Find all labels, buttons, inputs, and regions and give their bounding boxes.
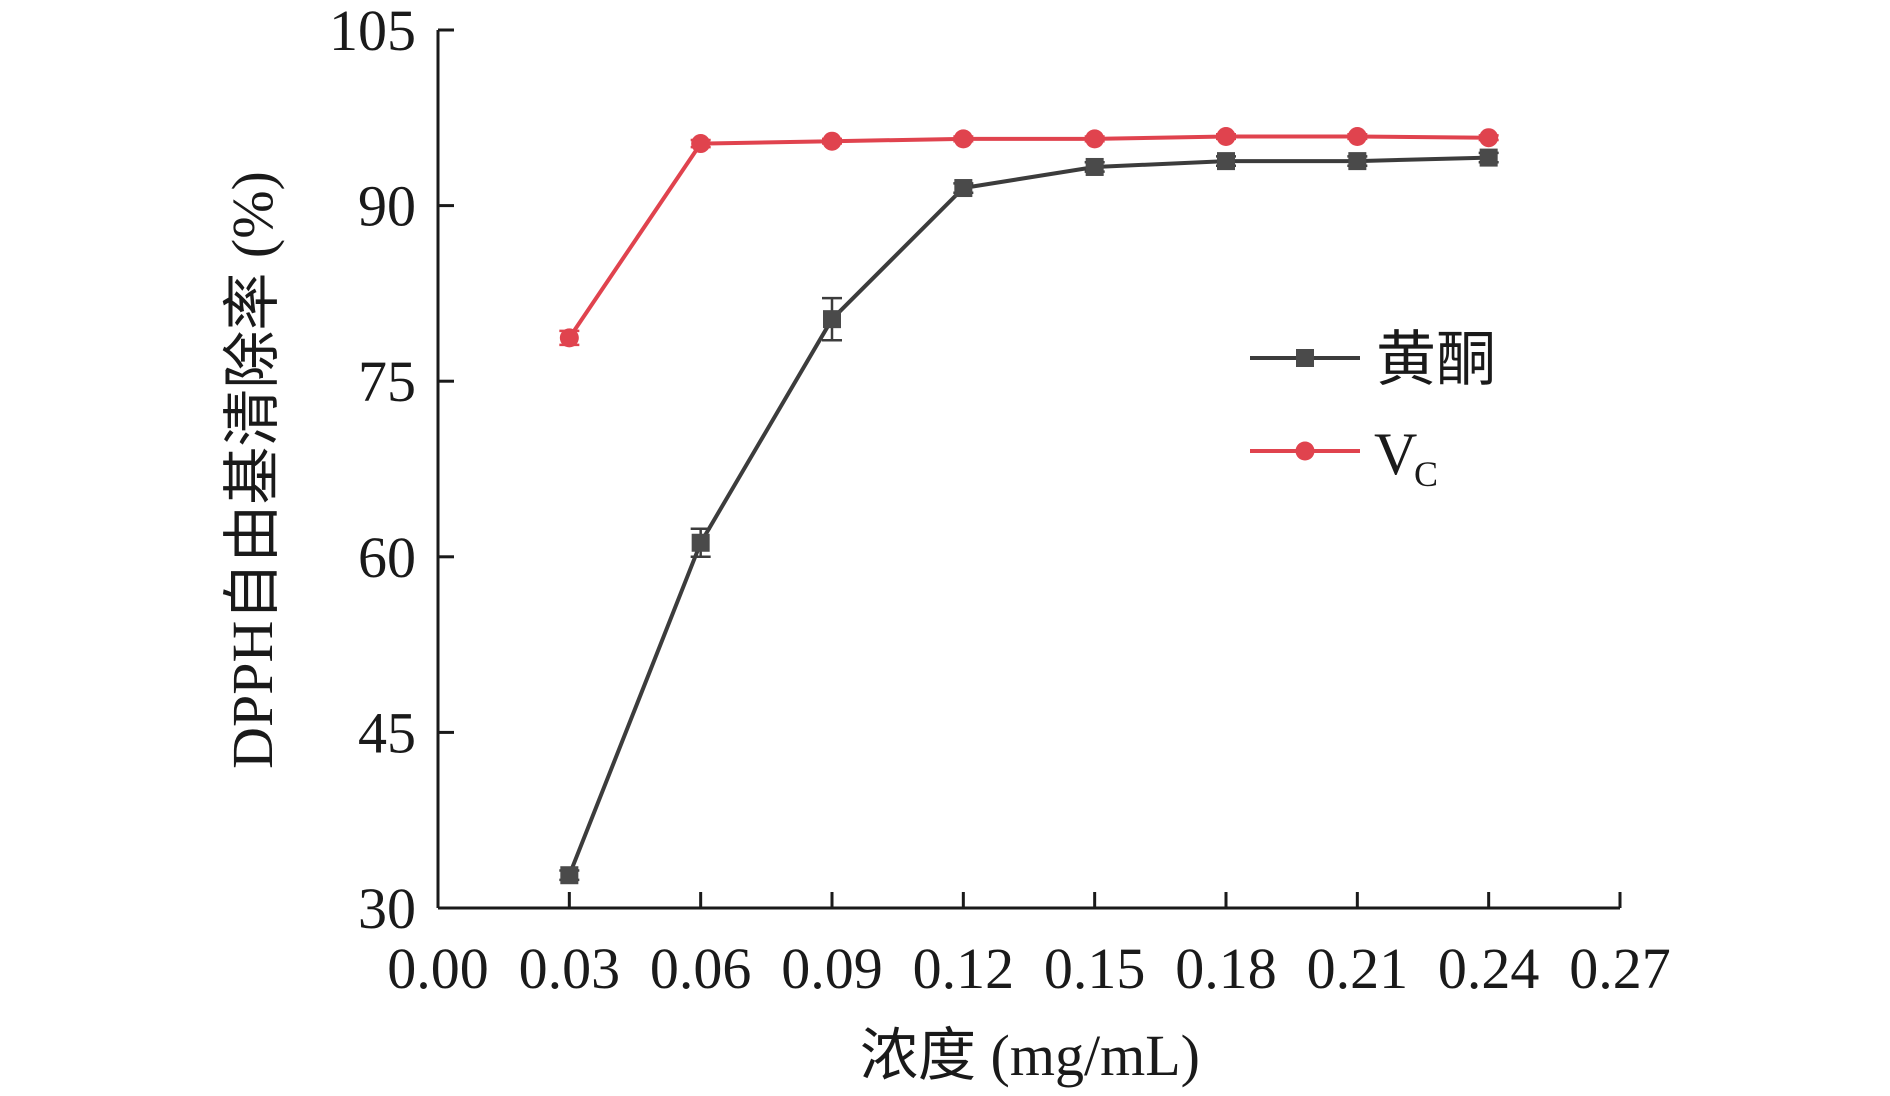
x-tick-label-0: 0.00 <box>387 936 489 1001</box>
x-tick-label-9: 0.27 <box>1569 936 1671 1001</box>
y-tick-label-1: 45 <box>358 700 416 765</box>
y-tick-label-3: 75 <box>358 349 416 414</box>
x-axis-ticks: 0.00 0.03 0.06 0.09 0.12 0.15 0.18 0.21 0.24 0.27 <box>387 892 1671 1001</box>
series-0-point-1 <box>691 533 710 552</box>
series-0-point-3 <box>954 179 973 198</box>
series-1-line <box>567 134 1489 340</box>
legend-item-0: 黄酮 <box>1250 327 1496 393</box>
axes <box>436 30 1620 910</box>
y-tick-label-4: 90 <box>358 174 416 239</box>
x-tick-label-7: 0.21 <box>1307 936 1409 1001</box>
y-tick-label-2: 60 <box>358 525 416 590</box>
series-1-point-7 <box>1479 128 1499 148</box>
x-tick-label-5: 0.15 <box>1044 936 1146 1001</box>
legend: 黄酮 V C <box>1250 327 1496 494</box>
series-0-line <box>567 155 1489 876</box>
series-0-point-2 <box>823 310 841 329</box>
legend-label-0: 黄酮 <box>1376 327 1496 393</box>
x-tick-label-2: 0.06 <box>650 936 752 1001</box>
series-1-point-2 <box>822 131 842 151</box>
series-1-point-6 <box>1347 127 1367 147</box>
x-axis-title: 浓度 (mg/mL) <box>860 1023 1200 1088</box>
legend-marker-1 <box>1295 441 1315 461</box>
x-tick-label-3: 0.09 <box>781 936 883 1001</box>
legend-marker-0 <box>1296 349 1314 367</box>
series-1-point-5 <box>1216 127 1236 147</box>
series-0-point-7 <box>1479 148 1498 167</box>
y-tick-label-0: 30 <box>358 876 416 941</box>
series-1 <box>559 127 1499 348</box>
legend-label-1-subscript: C <box>1414 454 1438 494</box>
series-0-point-0 <box>560 866 579 885</box>
series-1-point-4 <box>1085 129 1105 149</box>
series-1-point-0 <box>559 328 579 348</box>
series-0-point-5 <box>1217 152 1235 171</box>
series-1-point-1 <box>691 134 711 154</box>
x-tick-label-4: 0.12 <box>913 936 1015 1001</box>
series-1-point-3 <box>953 129 973 149</box>
series-0-point-4 <box>1085 157 1104 176</box>
x-tick-label-1: 0.03 <box>519 936 621 1001</box>
legend-label-1: V <box>1374 421 1417 487</box>
legend-item-1: V C <box>1250 421 1438 494</box>
x-tick-label-6: 0.18 <box>1175 936 1277 1001</box>
series-layer <box>559 127 1499 885</box>
x-tick-label-8: 0.24 <box>1438 936 1540 1001</box>
series-0 <box>559 148 1499 885</box>
y-tick-label-5: 105 <box>329 0 416 63</box>
y-axis-title: DPPH自由基清除率 (%) <box>220 171 285 769</box>
series-0-point-6 <box>1348 152 1367 171</box>
y-axis-ticks: 30 45 60 75 90 105 <box>329 0 454 941</box>
